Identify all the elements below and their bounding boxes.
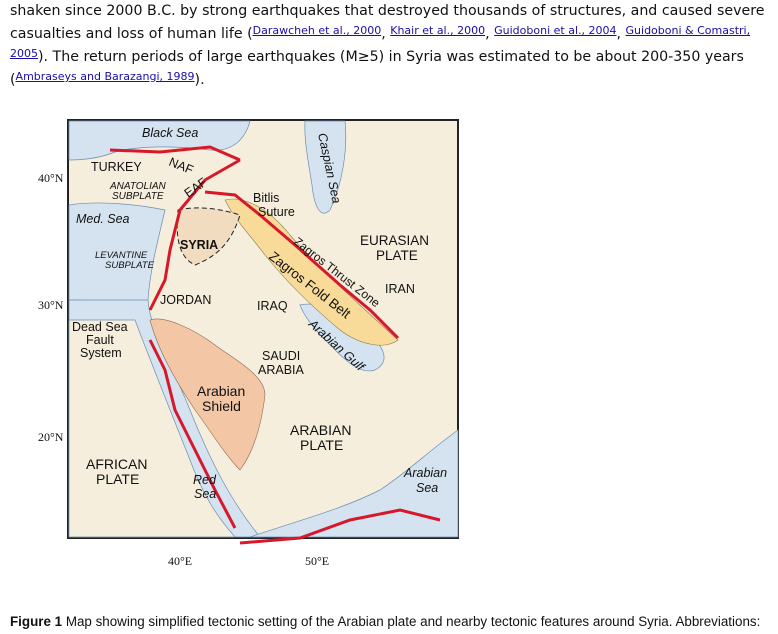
label: SUBPLATE	[112, 191, 164, 202]
syria-region	[176, 207, 241, 266]
label: Dead Sea	[72, 320, 128, 334]
label: Med. Sea	[76, 212, 130, 226]
zagros-thrust	[204, 190, 400, 340]
label: SUBPLATE	[105, 260, 155, 271]
label: Red	[193, 473, 217, 487]
arabian-shield	[149, 318, 266, 471]
label: PLATE	[300, 437, 343, 453]
ref-link[interactable]: Darawcheh et al., 2000	[252, 24, 382, 37]
label: TURKEY	[91, 160, 142, 174]
text: shaken since 2000 B.C. by strong earthqu…	[10, 3, 765, 19]
label: JORDAN	[160, 293, 211, 307]
red-sea-ridge	[148, 339, 237, 529]
label: Suture	[258, 205, 295, 219]
label: SYRIA	[180, 238, 218, 252]
label: Sea	[194, 487, 216, 501]
figure-caption: Figure 1 Map showing simplified tectonic…	[10, 614, 760, 629]
caspian-sea	[304, 120, 347, 214]
label: EURASIAN	[360, 233, 429, 248]
lon-tick: 40°E	[168, 554, 192, 568]
aden-ridge	[239, 508, 441, 545]
label: PLATE	[96, 471, 139, 487]
lat-tick: 40°N	[38, 171, 64, 185]
body-paragraph: shaken since 2000 B.C. by strong earthqu…	[10, 3, 765, 88]
red-sea-land-african	[68, 319, 236, 538]
label: LEVANTINE	[95, 250, 148, 261]
label: Sea	[416, 481, 438, 495]
caption-label: Figure 1	[10, 614, 63, 629]
ref-link[interactable]: Guidoboni & Comastri, 2005	[10, 24, 751, 60]
ref-link[interactable]: Guidoboni et al., 2004	[494, 24, 617, 37]
label: Arabian	[403, 466, 447, 480]
label: SAUDI	[262, 349, 300, 363]
label: ARABIAN	[290, 422, 351, 438]
label: Shield	[202, 398, 241, 414]
text: ). The return periods of large earthquak…	[38, 49, 744, 65]
label: PLATE	[376, 248, 418, 263]
label: ARABIA	[258, 363, 305, 377]
zagros-fold-belt	[224, 198, 399, 346]
ref-link[interactable]: Ambraseys and Barazangi, 1989	[15, 70, 195, 83]
lon-tick: 50°E	[305, 554, 329, 568]
label: IRAQ	[257, 299, 288, 313]
label: Arabian	[197, 383, 245, 399]
label: System	[80, 346, 122, 360]
eaf-fault	[148, 158, 241, 311]
lat-tick: 20°N	[38, 430, 64, 444]
label: AFRICAN	[86, 456, 147, 472]
text: ).	[194, 72, 205, 88]
tectonic-map: Black Sea NAF TURKEY ANATOLIAN SUBPLATE …	[38, 119, 459, 568]
label: Black Sea	[142, 126, 198, 140]
text: casualties and loss of human life (	[10, 26, 253, 42]
label: IRAN	[385, 282, 415, 296]
naf-fault	[109, 145, 241, 162]
ref-link[interactable]: Khair et al., 2000	[390, 24, 486, 37]
caption-text: Map showing simplified tectonic setting …	[62, 614, 761, 629]
label: Bitlis	[253, 191, 279, 205]
lat-tick: 30°N	[38, 298, 64, 312]
label: Fault	[86, 333, 114, 347]
label: ANATOLIAN	[109, 181, 167, 192]
